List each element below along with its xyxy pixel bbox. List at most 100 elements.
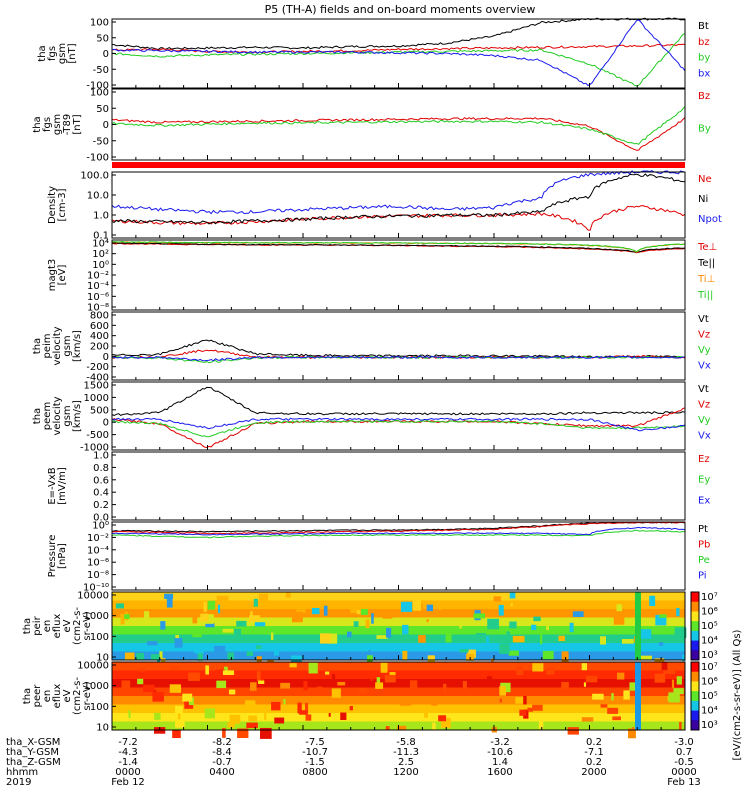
- spectrogram-cell: [317, 686, 323, 691]
- spectrogram-cell: [412, 599, 422, 611]
- spectrogram-cell: [567, 727, 579, 735]
- ylabel-line: [nPa]: [57, 543, 68, 569]
- ephemeris-row-label: tha_X-GSM: [6, 737, 60, 748]
- spectrogram-cell: [214, 645, 226, 656]
- spectrogram-cell: [663, 670, 676, 675]
- ephemeris-row-label: tha_Y-GSM: [6, 747, 59, 758]
- panel-ylabel: tha peim velocity gsm [km/s]: [32, 326, 83, 365]
- spectrogram-cell: [426, 619, 429, 623]
- spectrogram-cell: [255, 645, 262, 649]
- ytick-label: -400: [86, 373, 109, 384]
- ytick-label: 10⁻¹⁰: [83, 583, 109, 594]
- spectrogram-cell: [258, 593, 269, 602]
- spectrogram-cell: [438, 715, 447, 722]
- spectrogram-cell: [250, 611, 253, 616]
- series-line-Npot: [111, 170, 686, 215]
- series-line-Pe: [111, 529, 686, 539]
- colorbar-tick: 10⁶: [701, 677, 718, 688]
- spectrogram-cell: [649, 595, 656, 607]
- ephemeris-value: -0.7: [212, 757, 232, 768]
- spectrogram-cell: [350, 606, 361, 614]
- spectrogram-cell: [424, 711, 428, 718]
- spectrogram-cell: [569, 622, 574, 633]
- ylabel-line: gsm: [62, 405, 73, 426]
- series-line-By: [111, 106, 686, 145]
- colorbar-segment: [691, 621, 699, 632]
- spectrogram-cell: [376, 635, 388, 639]
- ytick-label: 10⁻²: [87, 533, 109, 544]
- spectrogram-cell: [234, 628, 242, 639]
- colorbar-tick: 10⁷: [701, 592, 718, 603]
- ytick-label: 200: [90, 342, 109, 353]
- ytick-label: 0.1: [93, 231, 109, 242]
- legend-Bt: Bt: [698, 21, 709, 32]
- spectrogram-cell: [283, 698, 286, 705]
- spectrogram-cell: [204, 708, 215, 719]
- spectrogram-band: [112, 696, 685, 705]
- colorbar-segment: [691, 592, 699, 603]
- ytick-label: 1000: [84, 681, 109, 692]
- colorbar-tick: 10⁶: [701, 607, 718, 618]
- ylabel-line: (cm2-s-: [72, 607, 83, 645]
- ephemeris-value: -1.4: [118, 757, 138, 768]
- series-line-Ti||: [111, 240, 686, 253]
- spectrogram-cell: [216, 680, 227, 689]
- spectrogram-band: [112, 643, 685, 652]
- spectrogram-cell: [432, 722, 436, 731]
- spectrogram-cell: [160, 621, 166, 630]
- panel-frame: [111, 239, 686, 311]
- colorbar-segment: [691, 700, 699, 712]
- ytick-label: 10⁻⁴: [87, 545, 109, 556]
- spectrogram-cell: [527, 707, 533, 712]
- spectrogram-cell: [376, 677, 381, 684]
- ytick-label: -1000: [80, 443, 109, 454]
- spectrogram-cell: [120, 613, 125, 625]
- series-line-Bt: [111, 17, 686, 51]
- ytick-label: 100: [90, 702, 109, 713]
- series-line-Bz: [111, 116, 686, 151]
- spectrogram-cell: [340, 712, 347, 720]
- spectrogram-cell: [121, 680, 131, 689]
- legend-Vz: Vz: [698, 400, 710, 411]
- spectrogram-cell: [385, 726, 390, 731]
- spectrogram-cell: [509, 592, 516, 599]
- spectrogram-cell: [308, 662, 318, 674]
- spectrogram-cell: [274, 717, 285, 724]
- spectrogram-cell: [538, 721, 544, 729]
- panel-frame: [111, 311, 686, 381]
- spectrogram-cell: [365, 619, 370, 629]
- ytick-label: -100: [86, 153, 109, 164]
- ylabel-line: Density: [47, 186, 58, 224]
- ytick-label: 800: [90, 311, 109, 322]
- ylabel-line: tha: [22, 618, 33, 634]
- colorbar-tick: 10⁵: [701, 621, 718, 632]
- ephemeris-value: 2.5: [398, 757, 414, 768]
- spectrogram-cell: [216, 595, 229, 605]
- spectrogram-cell: [327, 633, 338, 644]
- legend-Pe: Pe: [698, 555, 710, 566]
- spectrogram-cell: [426, 604, 434, 612]
- ylabel-line: [cm-3]: [57, 188, 68, 221]
- ephemeris-table: tha_X-GSM -7.2 -8.2 -7.5 -5.8 -3.2 0.2 -3.0 tha_…: [6, 737, 701, 788]
- spectrogram-cell: [297, 702, 302, 714]
- ylabel-line: velocity: [52, 326, 63, 365]
- spectrogram-cell: [402, 624, 409, 635]
- ephemeris-value: -0.5: [674, 757, 694, 768]
- ytick-label: 100.0: [80, 171, 109, 182]
- spectrogram-cell: [159, 651, 163, 659]
- legend-Vy: Vy: [698, 345, 711, 356]
- spectrogram-cell: [244, 700, 256, 711]
- legend-bz: bz: [698, 37, 710, 48]
- ytick-label: 1500: [84, 381, 109, 392]
- ylabel-line: tha: [32, 338, 43, 354]
- spectrogram-cell: [331, 674, 336, 679]
- ylabel-line: gsm: [52, 114, 63, 135]
- spectrogram-cell: [438, 602, 443, 610]
- ytick-label: 0: [103, 49, 109, 60]
- ephemeris-value: 1200: [393, 767, 418, 778]
- spectrogram-cell: [506, 631, 510, 640]
- ylabel-line: tha: [22, 688, 33, 704]
- spectrogram-cell: [222, 670, 235, 675]
- ytick-label: 0.4: [93, 488, 109, 499]
- colorbar-tick: 10⁴: [701, 636, 718, 647]
